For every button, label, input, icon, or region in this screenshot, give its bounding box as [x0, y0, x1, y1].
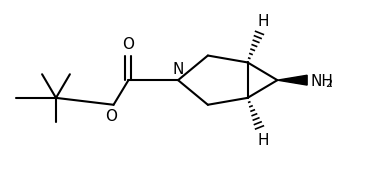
- Polygon shape: [277, 75, 307, 85]
- Text: 2: 2: [325, 79, 332, 89]
- Text: H: H: [258, 14, 269, 29]
- Text: O: O: [122, 37, 135, 52]
- Text: N: N: [172, 62, 184, 77]
- Text: O: O: [105, 109, 118, 124]
- Text: H: H: [258, 133, 269, 148]
- Text: NH: NH: [310, 74, 333, 89]
